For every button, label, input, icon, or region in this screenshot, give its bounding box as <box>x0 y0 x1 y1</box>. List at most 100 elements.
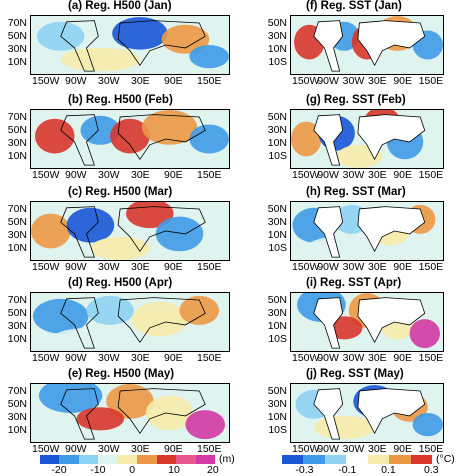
eurasia-africa-outline <box>117 206 206 253</box>
lat-tick-label: 70N <box>7 294 27 306</box>
lon-tick-label: 30W <box>342 443 365 455</box>
americas-outline <box>313 20 344 72</box>
map-frame <box>30 15 230 75</box>
lon-tick-label: 150E <box>418 352 444 364</box>
eurasia-africa-outline <box>117 20 206 67</box>
anomaly-patch <box>110 118 150 154</box>
lon-tick-label: 150W <box>32 75 60 87</box>
anomaly-map <box>31 202 229 260</box>
lat-tick-label: 50N <box>7 398 27 410</box>
anomaly-map <box>31 16 229 74</box>
lon-tick-label: 90E <box>393 352 413 364</box>
lat-tick-label: 10S <box>268 242 287 254</box>
panel-title: (d) Reg. H500 (Apr) <box>68 277 173 289</box>
colorbar-tick-label: 0.1 <box>381 464 396 476</box>
anomaly-patch <box>409 319 440 349</box>
lat-tick-label: 70N <box>7 385 27 397</box>
lat-tick-label: 10N <box>7 150 27 162</box>
lat-tick-label: 30N <box>7 320 27 332</box>
map-frame <box>30 292 230 352</box>
lon-tick-label: 30W <box>98 75 120 87</box>
colorbar-segment <box>156 455 177 464</box>
panel-title: (e) Reg. H500 (May) <box>68 368 175 380</box>
colorbar-segment <box>98 455 119 464</box>
lon-tick-label: 30E <box>131 443 150 455</box>
lon-tick-label: 30W <box>342 352 365 364</box>
lon-tick-label: 30E <box>131 169 150 181</box>
lat-tick-label: 10N <box>7 424 27 436</box>
lon-tick-label: 90E <box>164 261 183 273</box>
lat-tick-label: 50N <box>267 385 287 397</box>
lat-tick-label: 50N <box>7 216 27 228</box>
map-frame <box>290 201 444 261</box>
lon-tick-label: 30W <box>98 169 120 181</box>
lon-tick-label: 150W <box>292 443 320 455</box>
lon-tick-label: 150E <box>197 169 222 181</box>
lon-tick-label: 30E <box>368 261 387 273</box>
lon-tick-label: 90E <box>164 443 183 455</box>
colorbar-segment <box>303 455 326 464</box>
colorbar-segment <box>282 455 304 464</box>
lon-tick-label: 90E <box>393 261 413 273</box>
lon-tick-label: 90E <box>164 352 183 364</box>
lat-tick-label: 30N <box>7 137 27 149</box>
lat-tick-label: 10N <box>267 137 287 149</box>
anomaly-patch <box>141 110 198 145</box>
eurasia-africa-outline <box>117 297 206 344</box>
lon-tick-label: 90W <box>317 443 339 455</box>
colorbar-segment <box>40 455 60 464</box>
lat-tick-label: 50N <box>267 17 287 29</box>
lat-tick-label: 10N <box>7 242 27 254</box>
anomaly-map <box>31 110 229 168</box>
colorbar-unit: (°C) <box>436 453 455 465</box>
anomaly-map <box>31 293 229 351</box>
lon-tick-label: 30W <box>98 443 120 455</box>
lon-tick-label: 90E <box>393 169 413 181</box>
anomaly-patch <box>50 327 130 351</box>
americas-outline <box>60 388 99 440</box>
eurasia-africa-outline <box>357 20 426 67</box>
lon-tick-label: 150E <box>418 261 444 273</box>
colorbar-segment <box>137 455 158 464</box>
lon-tick-label: 150E <box>197 261 222 273</box>
lon-tick-label: 90W <box>65 75 87 87</box>
lat-tick-label: 30N <box>7 411 27 423</box>
lat-tick-label: 10S <box>268 424 287 436</box>
lat-tick-label: 30N <box>267 30 287 42</box>
anomaly-patch <box>76 407 125 431</box>
panel-title: (g) Reg. SST (Feb) <box>306 94 406 106</box>
lon-tick-label: 30W <box>98 261 120 273</box>
colorbar-tick-label: -20 <box>51 464 67 476</box>
colorbar-tick-label: 0 <box>129 464 136 476</box>
lat-tick-label: 30N <box>267 124 287 136</box>
eurasia-africa-outline <box>357 114 426 161</box>
colorbar-segment <box>367 455 390 464</box>
lat-tick-label: 70N <box>7 17 27 29</box>
colorbar-segment <box>195 455 216 464</box>
americas-outline <box>60 20 99 72</box>
lat-tick-label: 10S <box>268 56 287 68</box>
lon-tick-label: 150W <box>32 261 60 273</box>
map-frame <box>290 292 444 352</box>
colorbar-segment <box>176 455 197 464</box>
lat-tick-label: 50N <box>267 203 287 215</box>
lat-tick-label: 10N <box>267 320 287 332</box>
anomaly-patch <box>86 295 134 325</box>
lon-tick-label: 30W <box>98 352 120 364</box>
anomaly-patch <box>185 410 226 440</box>
anomaly-patch <box>155 216 204 252</box>
panel-title: (i) Reg. SST (Apr) <box>306 277 402 289</box>
lat-tick-label: 50N <box>7 307 27 319</box>
anomaly-patch <box>145 395 194 431</box>
colorbar-tick-label: -0.3 <box>295 464 314 476</box>
lat-tick-label: 50N <box>267 294 287 306</box>
lon-tick-label: 30E <box>368 352 387 364</box>
lon-tick-label: 150W <box>292 261 320 273</box>
lon-tick-label: 150W <box>32 352 60 364</box>
lat-tick-label: 10S <box>268 333 287 345</box>
lon-tick-label: 90E <box>393 75 413 87</box>
lon-tick-label: 90W <box>317 261 339 273</box>
colorbar-tick-label: 0.3 <box>424 464 439 476</box>
lon-tick-label: 150W <box>32 169 60 181</box>
lon-tick-label: 150E <box>197 352 222 364</box>
